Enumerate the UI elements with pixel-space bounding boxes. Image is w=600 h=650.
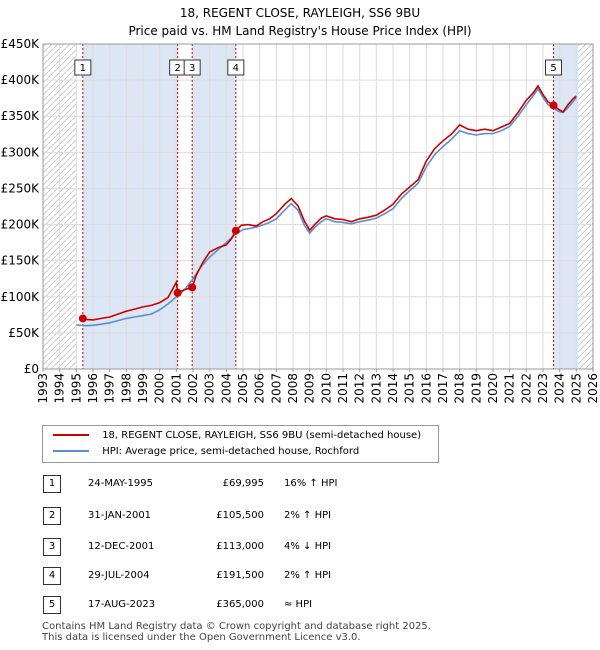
x-tick-label: 1995 — [69, 373, 83, 404]
footer-licence: This data is licensed under the Open Gov… — [42, 632, 361, 643]
plot-frame — [42, 43, 594, 370]
sale-hpi-comparison: 2% ↑ HPI — [284, 570, 332, 581]
legend-item-property: 18, REGENT CLOSE, RAYLEIGH, SS6 9BU (sem… — [53, 429, 421, 443]
x-tick-label: 2011 — [336, 373, 350, 404]
sale-point — [549, 101, 558, 110]
x-tick-label: 1993 — [36, 373, 50, 404]
price-chart: 1 2 3 4 5£0£50K£100K£150K£200K£250K£300K£350… — [1, 37, 600, 404]
x-tick-label: 2019 — [469, 373, 483, 404]
sale-price: £113,000 — [216, 541, 264, 552]
hpi-line — [76, 87, 577, 327]
x-tick-label: 2010 — [319, 373, 333, 404]
x-tick-label: 1998 — [119, 373, 133, 404]
sale-number-badge: 3 — [43, 538, 61, 556]
x-tick-label: 2023 — [536, 373, 550, 404]
x-tick-label: 2022 — [519, 373, 533, 404]
chart-legend: 18, REGENT CLOSE, RAYLEIGH, SS6 9BU (sem… — [42, 425, 439, 463]
sale-label-text: 2 — [174, 63, 180, 74]
x-tick-label: 2021 — [503, 373, 517, 404]
x-tick-label: 2004 — [219, 373, 233, 404]
x-tick-label: 2005 — [236, 373, 250, 404]
sale-hpi-comparison: 2% ↑ HPI — [284, 510, 332, 521]
y-tick-label: £0 — [24, 362, 39, 376]
sale-label-box — [227, 59, 245, 76]
x-tick-label: 2013 — [369, 373, 383, 404]
sale-label-box — [183, 59, 201, 76]
x-tick-label: 1997 — [103, 373, 117, 404]
sale-number-badge: 1 — [43, 475, 61, 493]
x-tick-label: 2003 — [203, 373, 217, 404]
y-tick-label: £150K — [1, 254, 41, 268]
x-tick-label: 2024 — [553, 373, 567, 404]
x-tick-label: 1996 — [86, 373, 100, 404]
x-tick-label: 1994 — [53, 373, 67, 404]
y-tick-label: £250K — [1, 181, 41, 195]
sale-number-badge: 5 — [43, 596, 61, 614]
sale-date: 17-AUG-2023 — [88, 599, 156, 610]
legend-swatch-property — [53, 434, 89, 436]
sale-date: 29-JUL-2004 — [88, 570, 150, 581]
sale-price: £365,000 — [216, 599, 264, 610]
x-tick-label: 2017 — [436, 373, 450, 404]
y-tick-label: £200K — [1, 218, 41, 232]
footer-copyright: Contains HM Land Registry data © Crown c… — [42, 621, 431, 632]
legend-label-hpi: HPI: Average price, semi-detached house,… — [102, 446, 360, 457]
x-tick-label: 2015 — [403, 373, 417, 404]
x-tick-label: 2006 — [253, 373, 267, 404]
sale-date: 31-JAN-2001 — [88, 510, 152, 521]
x-tick-label: 2000 — [153, 373, 167, 404]
x-tick-label: 2026 — [586, 373, 600, 404]
sale-number-badge: 4 — [43, 567, 61, 585]
x-tick-label: 2012 — [353, 373, 367, 404]
x-tick-label: 2020 — [486, 373, 500, 404]
y-tick-label: £50K — [8, 326, 40, 340]
highlight-band — [553, 44, 578, 369]
chart-title: 18, REGENT CLOSE, RAYLEIGH, SS6 9BU — [179, 6, 421, 20]
hatched-region — [578, 44, 593, 369]
legend-item-hpi: HPI: Average price, semi-detached house,… — [53, 445, 359, 459]
sale-hpi-comparison: 4% ↓ HPI — [284, 541, 332, 552]
x-tick-label: 1999 — [136, 373, 150, 404]
sale-label-box — [74, 59, 92, 76]
x-tick-label: 2002 — [186, 373, 200, 404]
y-tick-label: £100K — [1, 290, 41, 304]
highlight-band — [82, 44, 178, 369]
legend-label-property: 18, REGENT CLOSE, RAYLEIGH, SS6 9BU (sem… — [102, 430, 422, 441]
sale-label-text: 5 — [550, 63, 556, 74]
sale-point — [173, 288, 182, 297]
y-tick-label: £400K — [1, 73, 41, 87]
sale-number-badge: 2 — [43, 507, 61, 525]
legend-swatch-hpi — [53, 450, 89, 452]
sale-label-text: 4 — [233, 63, 239, 74]
x-tick-label: 2007 — [269, 373, 283, 404]
chart-subtitle: Price paid vs. HM Land Registry's House … — [128, 24, 472, 38]
sale-date: 12-DEC-2001 — [88, 541, 155, 552]
x-tick-label: 2025 — [569, 373, 583, 404]
sale-point — [188, 283, 197, 292]
x-tick-label: 2009 — [303, 373, 317, 404]
sale-label-text: 3 — [189, 63, 195, 74]
sale-hpi-comparison: 16% ↑ HPI — [284, 478, 338, 489]
x-tick-label: 2008 — [286, 373, 300, 404]
sale-price: £69,995 — [222, 478, 264, 489]
highlight-band — [192, 44, 236, 369]
y-tick-label: £350K — [1, 109, 41, 123]
sale-point — [231, 226, 240, 235]
sale-price: £191,500 — [216, 570, 264, 581]
sale-label-box — [545, 59, 562, 76]
x-tick-label: 2001 — [169, 373, 183, 404]
sale-price: £105,500 — [216, 510, 264, 521]
x-tick-label: 2016 — [419, 373, 433, 404]
x-tick-label: 2018 — [453, 373, 467, 404]
sale-hpi-comparison: ≈ HPI — [284, 599, 313, 610]
property-price-line — [82, 84, 577, 321]
sale-point — [78, 314, 87, 323]
x-tick-label: 2014 — [386, 373, 400, 404]
sale-date: 24-MAY-1995 — [88, 478, 154, 489]
y-tick-label: £300K — [1, 145, 41, 159]
sale-label-text: 1 — [80, 63, 86, 74]
y-tick-label: £450K — [1, 37, 41, 51]
